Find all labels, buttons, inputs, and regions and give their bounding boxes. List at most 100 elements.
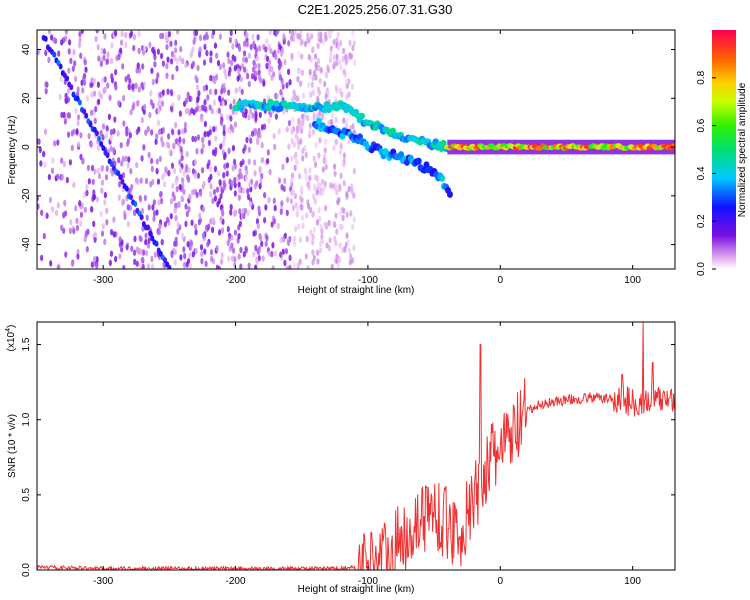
heatmap-noise-cell bbox=[222, 179, 226, 187]
heatmap-noise-cell bbox=[72, 181, 76, 189]
heatmap-noise-cell bbox=[200, 104, 205, 111]
heatmap-noise-cell bbox=[79, 220, 83, 227]
heatmap-noise-cell bbox=[262, 217, 267, 224]
heatmap-upper-branch-cell bbox=[267, 98, 274, 106]
heatmap-noise-cell bbox=[225, 113, 230, 121]
heatmap-noise-cell bbox=[38, 146, 42, 154]
heatmap-noise-cell bbox=[245, 40, 249, 48]
heatmap-noise-cell bbox=[146, 126, 150, 133]
heatmap-noise-cell bbox=[101, 76, 105, 84]
heatmap-noise-cell bbox=[256, 131, 260, 138]
heatmap-noise-cell bbox=[150, 129, 154, 136]
heatmap-noise-cell bbox=[309, 206, 313, 214]
heatmap-noise-cell bbox=[336, 31, 340, 38]
heatmap-noise-cell bbox=[271, 265, 275, 269]
heatmap-noise-cell bbox=[203, 248, 207, 255]
heatmap-noise-cell bbox=[209, 165, 213, 173]
heatmap-noise-cell bbox=[83, 59, 87, 66]
heatmap-noise-cell bbox=[350, 183, 354, 190]
heatmap-noise-cell bbox=[57, 50, 61, 57]
heatmap-noise-cell bbox=[140, 81, 144, 89]
heatmap-noise-cell bbox=[90, 164, 95, 172]
snr-y-scale-close: ) bbox=[6, 325, 17, 328]
heatmap-y-tick-label: 0 bbox=[21, 144, 32, 150]
heatmap-noise-cell bbox=[324, 92, 328, 100]
heatmap-noise-cell bbox=[306, 199, 310, 206]
heatmap-noise-cell bbox=[169, 40, 173, 47]
heatmap-noise-cell bbox=[233, 256, 237, 263]
heatmap-noise-cell bbox=[148, 111, 152, 119]
heatmap-noise-cell bbox=[294, 225, 298, 233]
heatmap-noise-cell bbox=[345, 211, 349, 218]
heatmap-descending-trace-cell bbox=[84, 112, 89, 119]
heatmap-noise-cell bbox=[270, 250, 274, 258]
heatmap-noise-cell bbox=[78, 200, 82, 207]
heatmap-noise-cell bbox=[334, 84, 338, 92]
heatmap-noise-cell bbox=[341, 214, 345, 222]
heatmap-noise-cell bbox=[219, 258, 224, 265]
heatmap-noise-cell bbox=[259, 178, 263, 185]
heatmap-noise-cell bbox=[92, 193, 97, 201]
heatmap-noise-cell bbox=[190, 107, 194, 114]
heatmap-noise-cell bbox=[282, 185, 286, 193]
heatmap-noise-cell bbox=[176, 30, 180, 35]
heatmap-noise-cell bbox=[311, 249, 315, 256]
heatmap-noise-cell bbox=[175, 185, 179, 193]
heatmap-noise-cell bbox=[320, 237, 324, 245]
heatmap-noise-cell bbox=[224, 73, 228, 80]
heatmap-noise-cell bbox=[246, 188, 250, 195]
heatmap-noise-cell bbox=[65, 176, 69, 184]
heatmap-noise-cell bbox=[318, 77, 322, 85]
heatmap-noise-cell bbox=[185, 97, 189, 104]
heatmap-noise-cell bbox=[159, 191, 163, 198]
heatmap-noise-cell bbox=[99, 60, 103, 68]
heatmap-noise-cell bbox=[103, 76, 107, 83]
heatmap-noise-cell bbox=[227, 147, 231, 155]
heatmap-noise-cell bbox=[290, 52, 294, 60]
heatmap-noise-cell bbox=[199, 34, 203, 42]
heatmap-noise-cell bbox=[223, 163, 227, 170]
heatmap-noise-cell bbox=[213, 165, 218, 173]
heatmap-noise-cell bbox=[208, 104, 212, 111]
heatmap-noise-cell bbox=[310, 81, 314, 88]
heatmap-noise-cell bbox=[69, 218, 73, 226]
heatmap-upper-branch-cell bbox=[389, 127, 397, 135]
heatmap-noise-cell bbox=[314, 61, 318, 68]
heatmap-noise-cell bbox=[179, 145, 183, 153]
heatmap-noise-cell bbox=[85, 189, 89, 197]
heatmap-noise-cell bbox=[44, 81, 48, 88]
heatmap-descending-trace-cell bbox=[105, 152, 110, 159]
heatmap-noise-cell bbox=[313, 174, 318, 181]
heatmap-noise-cell bbox=[220, 227, 225, 234]
heatmap-noise-cell bbox=[337, 184, 342, 191]
heatmap-noise-cell bbox=[155, 158, 159, 165]
heatmap-noise-cell bbox=[112, 147, 116, 154]
heatmap-noise-cell bbox=[64, 251, 68, 258]
snr-y-tick-label: 0.0 bbox=[21, 563, 32, 577]
heatmap-noise-cell bbox=[67, 67, 71, 74]
heatmap-descending-trace-cell bbox=[139, 214, 144, 221]
heatmap-noise-cell bbox=[174, 39, 178, 47]
heatmap-noise-cell bbox=[155, 209, 159, 216]
heatmap-noise-cell bbox=[229, 204, 233, 211]
heatmap-noise-cell bbox=[330, 263, 334, 269]
heatmap-noise-cell bbox=[323, 80, 327, 88]
heatmap-noise-cell bbox=[188, 193, 192, 201]
heatmap-noise-cell bbox=[126, 162, 130, 169]
heatmap-lower-branch-cell bbox=[315, 117, 322, 125]
heatmap-noise-cell bbox=[84, 66, 88, 73]
heatmap-descending-trace-cell bbox=[65, 75, 70, 82]
heatmap-noise-cell bbox=[97, 55, 101, 62]
heatmap-noise-cell bbox=[76, 120, 80, 127]
heatmap-descending-trace-cell bbox=[129, 194, 134, 201]
heatmap-noise-cell bbox=[154, 138, 158, 145]
heatmap-noise-cell bbox=[324, 138, 328, 145]
heatmap-noise-cell bbox=[227, 70, 231, 77]
heatmap-noise-cell bbox=[80, 79, 84, 86]
heatmap-noise-cell bbox=[93, 117, 97, 125]
heatmap-noise-cell bbox=[253, 62, 257, 70]
heatmap-noise-cell bbox=[79, 52, 83, 60]
heatmap-noise-cell bbox=[122, 120, 126, 127]
heatmap-noise-cell bbox=[196, 172, 201, 179]
heatmap-noise-cell bbox=[67, 48, 71, 55]
